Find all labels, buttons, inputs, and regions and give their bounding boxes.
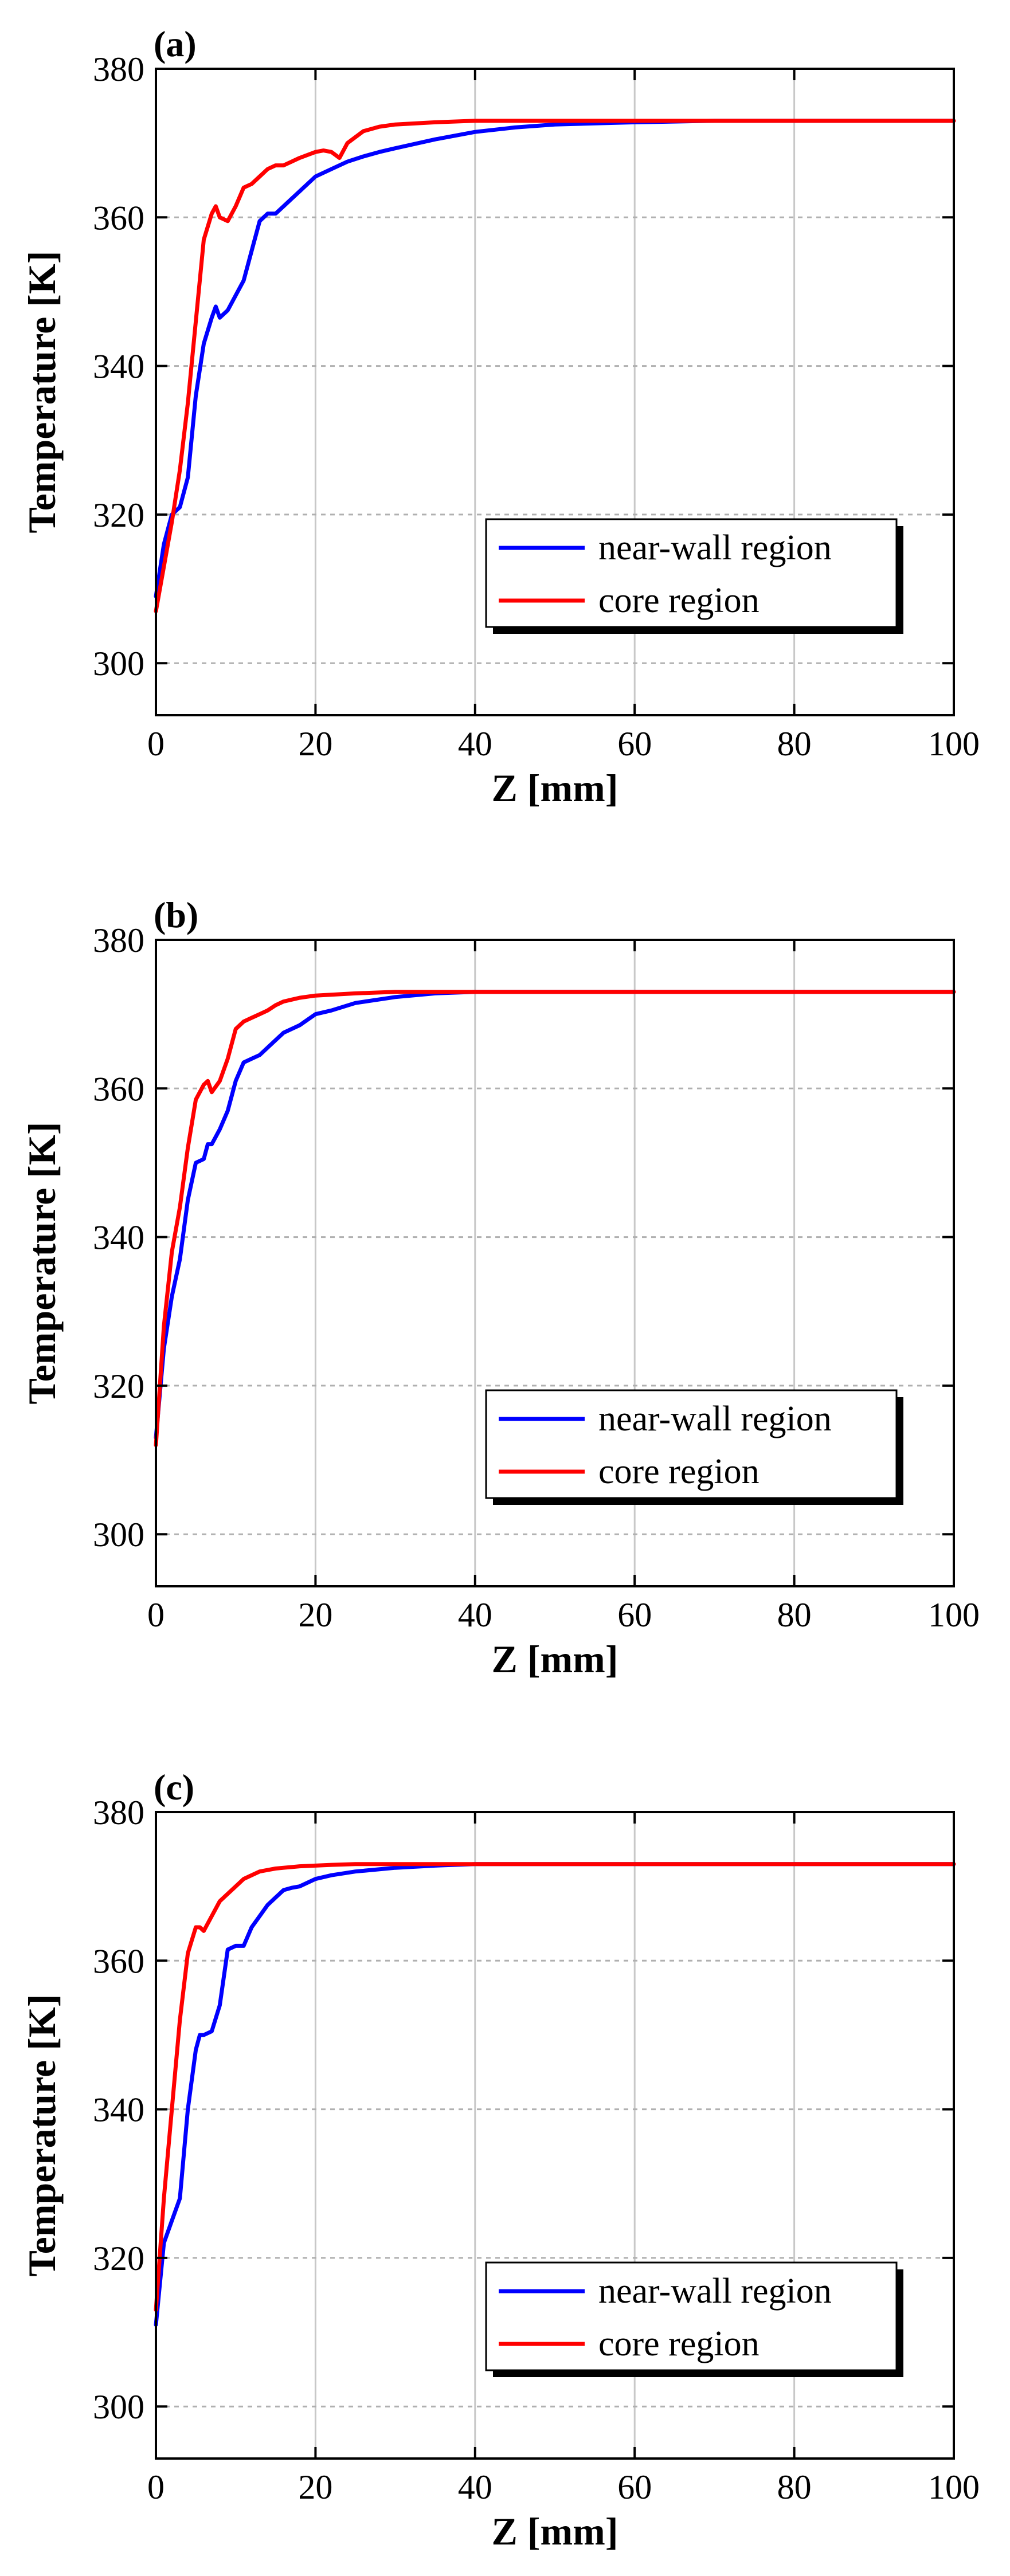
legend-box — [485, 518, 898, 628]
y-tick-label: 340 — [93, 2091, 144, 2129]
series-line-near-wall-region — [154, 119, 956, 599]
plot-frame — [155, 939, 955, 1587]
y-tick-label: 300 — [93, 2388, 144, 2426]
x-tick-label: 0 — [147, 725, 165, 763]
series-line-core-region — [154, 990, 956, 1448]
x-tick-label: 80 — [777, 1596, 812, 1634]
legend-label: core region — [598, 2324, 760, 2363]
x-tick-label: 100 — [928, 2468, 980, 2506]
x-axis-label: Z [mm] — [492, 766, 618, 810]
grid — [156, 940, 954, 1586]
x-tick-label: 80 — [777, 2468, 812, 2506]
y-axis-label: Temperature [K] — [20, 1122, 64, 1405]
legend-label: near-wall region — [598, 1399, 832, 1438]
plot-frame — [155, 68, 955, 716]
chart-panel-0: 0 20 40 60 80 100 300 320 340 360 380 Z [mm] Tempera… — [20, 23, 980, 810]
plot-frame — [155, 1811, 955, 2460]
x-tick-label: 40 — [458, 1596, 492, 1634]
y-tick-label: 380 — [93, 50, 144, 88]
legend-label: near-wall region — [598, 528, 832, 567]
legend-label: core region — [598, 1452, 760, 1491]
legend-box — [485, 2261, 898, 2371]
legend: near-wall region core region — [485, 518, 903, 634]
grid — [156, 1812, 954, 2459]
y-tick-label: 320 — [93, 1367, 144, 1405]
grid — [156, 69, 954, 715]
x-tick-label: 60 — [617, 2468, 652, 2506]
y-tick-label: 300 — [93, 645, 144, 683]
x-tick-label: 40 — [458, 2468, 492, 2506]
panel-label: (b) — [154, 895, 198, 935]
y-tick-label: 340 — [93, 348, 144, 386]
x-axis-label: Z [mm] — [492, 2510, 618, 2553]
legend: near-wall region core region — [485, 2261, 903, 2377]
y-axis-label: Temperature [K] — [20, 1994, 64, 2277]
y-tick-label: 380 — [93, 1794, 144, 1832]
y-tick-label: 320 — [93, 496, 144, 534]
x-tick-label: 0 — [147, 2468, 165, 2506]
legend: near-wall region core region — [485, 1389, 903, 1505]
chart-panel-2: 0 20 40 60 80 100 300 320 340 360 380 Z [mm] Tempera… — [20, 1767, 980, 2553]
x-tick-label: 60 — [617, 1596, 652, 1634]
chart-panel-1: 0 20 40 60 80 100 300 320 340 360 380 Z [mm] Tempera… — [20, 895, 980, 1681]
x-tick-label: 60 — [617, 725, 652, 763]
y-axis-label: Temperature [K] — [20, 251, 64, 534]
x-tick-label: 20 — [298, 2468, 332, 2506]
y-tick-label: 340 — [93, 1219, 144, 1257]
legend-label: core region — [598, 581, 760, 620]
x-tick-label: 80 — [777, 725, 812, 763]
x-tick-label: 40 — [458, 725, 492, 763]
y-tick-label: 360 — [93, 1070, 144, 1108]
panel-label: (c) — [154, 1767, 194, 1807]
x-tick-label: 20 — [298, 1596, 332, 1634]
y-tick-label: 320 — [93, 2240, 144, 2277]
x-axis-label: Z [mm] — [492, 1637, 618, 1681]
y-tick-label: 360 — [93, 1942, 144, 1980]
series-line-near-wall-region — [154, 990, 956, 1440]
y-tick-label: 360 — [93, 199, 144, 237]
x-tick-label: 20 — [298, 725, 332, 763]
series-line-near-wall-region — [154, 1862, 956, 2327]
series-line-core-region — [154, 119, 956, 613]
panel-label: (a) — [154, 23, 197, 64]
legend-label: near-wall region — [598, 2272, 832, 2311]
series-line-core-region — [154, 1862, 956, 2312]
x-tick-label: 100 — [928, 1596, 980, 1634]
x-tick-label: 0 — [147, 1596, 165, 1634]
x-tick-label: 100 — [928, 725, 980, 763]
legend-box — [485, 1389, 898, 1499]
y-tick-label: 300 — [93, 1516, 144, 1554]
y-tick-label: 380 — [93, 922, 144, 959]
